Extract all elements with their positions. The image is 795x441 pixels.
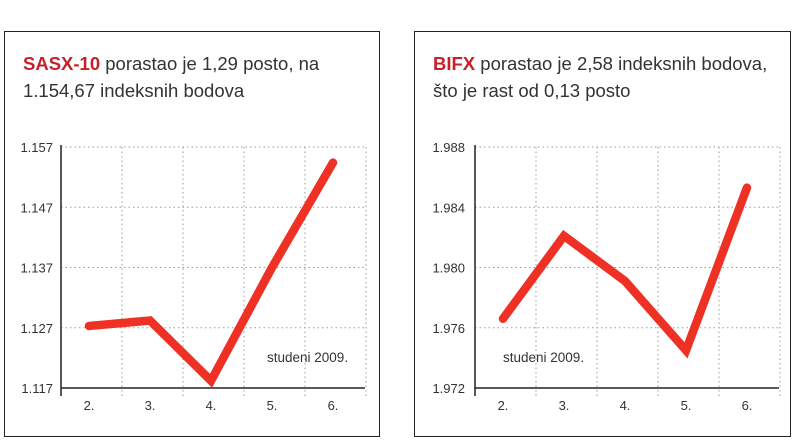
series-line <box>84 158 338 388</box>
x-tick-label: 4. <box>620 398 631 413</box>
x-tick-label: 4. <box>206 398 217 413</box>
y-tick-label: 1.980 <box>432 261 465 276</box>
x-tick-label: 2. <box>498 398 509 413</box>
y-tick-label: 1.976 <box>432 321 465 336</box>
chart-annotation: studeni 2009. <box>503 350 584 365</box>
series-line <box>498 183 752 359</box>
line-chart-bifx: 1.988 1.984 1.980 1.976 1.972 2. 3. 4. 5. 6. stude… <box>432 140 781 413</box>
chart-annotation: studeni 2009. <box>267 350 348 365</box>
line-chart-sasx: 1.157 1.147 1.137 1.127 1.117 2. 3. 4. 5. 6. stude… <box>20 140 367 413</box>
y-tick-label: 1.127 <box>20 321 53 336</box>
x-tick-label: 5. <box>267 398 278 413</box>
x-tick-label: 6. <box>328 398 339 413</box>
y-tick-label: 1.984 <box>432 200 465 215</box>
chart-panel-bifx: BIFX porastao je 2,58 indeksnih bodova, … <box>414 31 791 437</box>
y-tick-label: 1.147 <box>20 200 53 215</box>
x-tick-label: 5. <box>681 398 692 413</box>
chart-title: BIFX porastao je 2,58 indeksnih bodova, … <box>433 50 778 104</box>
y-tick-label: 1.157 <box>20 140 53 155</box>
y-tick-label: 1.117 <box>21 381 53 396</box>
x-tick-label: 6. <box>742 398 753 413</box>
x-tick-label: 2. <box>84 398 95 413</box>
index-name: BIFX <box>433 53 476 74</box>
index-name: SASX-10 <box>23 53 101 74</box>
title-text: porastao je 2,58 indeksnih bodova, što j… <box>433 53 768 101</box>
y-tick-label: 1.988 <box>432 140 465 155</box>
y-tick-label: 1.137 <box>20 261 53 276</box>
x-tick-label: 3. <box>559 398 570 413</box>
x-tick-label: 3. <box>145 398 156 413</box>
title-text: porastao je 1,29 posto, na 1.154,67 inde… <box>23 53 320 101</box>
chart-panel-sasx: SASX-10 porastao je 1,29 posto, na 1.154… <box>4 31 380 437</box>
chart-title: SASX-10 porastao je 1,29 posto, na 1.154… <box>23 50 367 104</box>
y-tick-label: 1.972 <box>432 381 465 396</box>
